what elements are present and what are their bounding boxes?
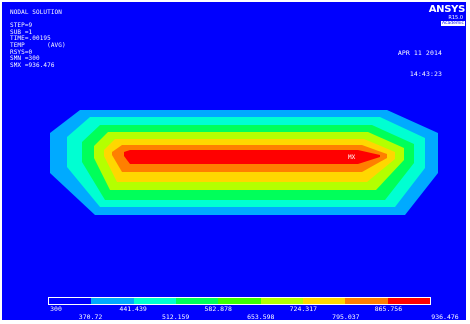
info-line: STEP=9 [10,22,33,30]
legend-label-top: 582.878 [204,305,232,313]
temperature-contour-plot[interactable]: MX [2,2,466,320]
legend-label-bottom: 795.037 [332,313,360,320]
info-line: TIME=.00195 [10,35,51,43]
legend-label-top: 865.756 [374,305,403,313]
logo-text: ANSYS [428,4,466,15]
legend-swatch [218,298,261,304]
legend-label-bottom: 936.476 [431,313,459,320]
date-time-stamp: APR 11 2014 14:43:23 [398,36,442,92]
legend-swatch [302,298,346,304]
logo-version: R15.0 [448,15,463,21]
graphics-window[interactable]: NODAL SOLUTION STEP=9 SUB =1 TIME=.00195 TE… [2,2,466,320]
info-line: SUB =1 [10,28,33,36]
legend-label-top: 724.317 [289,305,318,313]
contour-legend-bar [48,297,431,305]
legend-swatch [260,298,303,304]
legend-swatch [345,298,388,304]
legend-label-top: 441.439 [119,305,147,313]
info-line: TEMP (AVG) [10,41,66,49]
legend-swatch [91,298,134,304]
ansys-logo: ANSYS R15.0 Academic [429,2,466,29]
date-text: APR 11 2014 [397,49,442,57]
solution-info-text: NODAL SOLUTION STEP=9 SUB =1 TIME=.00195 TE… [10,9,66,69]
contour-band-7 [124,150,380,164]
info-line: SMN =300 [10,55,40,63]
legend-swatch [133,298,176,304]
max-marker: MX [348,154,356,161]
info-line: RSYS=0 [10,48,33,56]
legend-label-bottom: 512.159 [161,313,190,320]
info-line: SMX =936.476 [10,61,55,69]
legend-swatch [175,298,219,304]
legend-label-top: 300 [50,305,62,313]
logo-edition: Academic [441,21,465,26]
legend-swatch [49,298,92,304]
legend-label-bottom: 370.72 [78,313,103,320]
time-text: 14:43:23 [409,70,442,78]
info-line: NODAL SOLUTION [10,9,62,16]
legend-swatch [387,298,430,304]
legend-label-bottom: 653.598 [247,313,275,320]
